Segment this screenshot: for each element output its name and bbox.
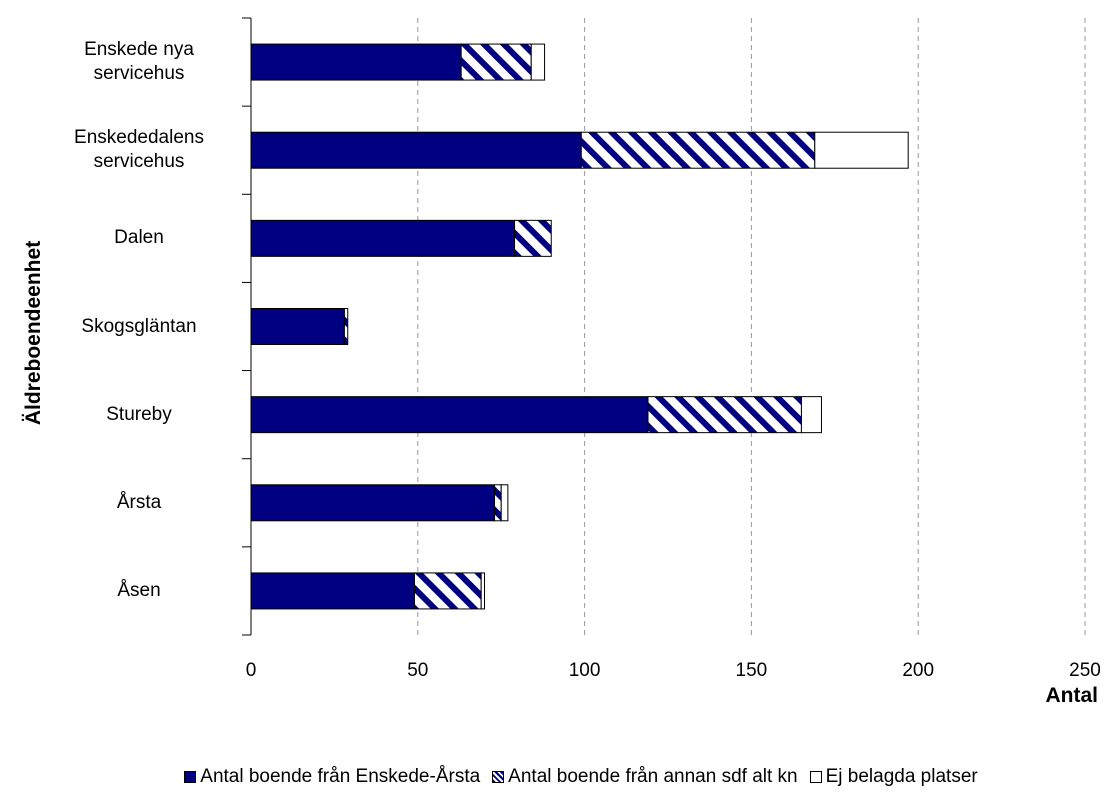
y-tick-label: Skogsgläntan: [81, 315, 197, 337]
legend-item: Antal boende från Enskede-Årsta: [184, 766, 480, 788]
bar: [580, 131, 816, 169]
x-tick-label: 50: [407, 660, 428, 681]
legend-label: Antal boende från Enskede-Årsta: [200, 766, 481, 787]
bar: [814, 131, 909, 169]
x-tick-label: 250: [1069, 660, 1101, 681]
bar: [413, 572, 482, 610]
legend-swatch: [184, 771, 197, 783]
x-tick-label: 200: [902, 660, 934, 681]
bar: [500, 484, 509, 522]
y-tick-label: Stureby: [106, 403, 172, 425]
legend-swatch: [492, 771, 505, 783]
legend-swatch: [809, 771, 822, 783]
x-tick-label: 0: [246, 660, 257, 681]
y-tick-label: Enskededalens servicehus: [74, 127, 204, 173]
x-axis-title: Antal: [1046, 684, 1099, 707]
x-tick-label: 150: [736, 660, 768, 681]
bar: [460, 43, 532, 81]
legend: Antal boende från Enskede-Årsta Antal boe…: [0, 766, 1107, 788]
y-tick-label: Årsta: [116, 491, 162, 513]
bar: [250, 572, 415, 610]
legend-label: Antal boende från annan sdf alt kn: [508, 766, 798, 787]
y-axis-title: Äldreboendeenhet: [22, 241, 45, 425]
bar: [514, 219, 552, 257]
bar: [250, 484, 496, 522]
y-tick-label: Enskede nya servicehus: [84, 39, 194, 85]
x-tick-label: 100: [569, 660, 601, 681]
bar: [647, 396, 802, 434]
bar: [800, 396, 822, 434]
bar: [480, 572, 486, 610]
bar: [530, 43, 546, 81]
bar: [250, 308, 345, 345]
legend-label: Ej belagda platser: [825, 766, 978, 787]
bar: [250, 219, 516, 257]
bar: [250, 396, 649, 434]
bar: [343, 308, 349, 345]
bar: [250, 131, 582, 169]
legend-item: Antal boende från annan sdf alt kn: [492, 766, 798, 788]
bar: [250, 43, 462, 81]
bar: [494, 484, 502, 522]
y-tick-label: Åsen: [117, 579, 161, 601]
y-tick-label: Dalen: [114, 227, 164, 249]
legend-item: Ej belagda platser: [809, 766, 978, 788]
